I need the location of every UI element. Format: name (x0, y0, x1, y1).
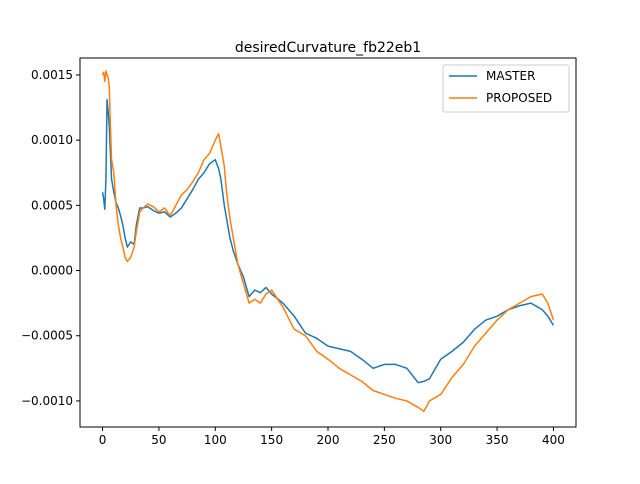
x-axis: 0 50 100 150 200 250 300 350 400 (99, 427, 565, 447)
y-tick-label: 0.0005 (31, 198, 73, 212)
x-tick-label: 200 (317, 433, 340, 447)
y-tick-label: 0.0000 (31, 264, 73, 278)
y-axis: −0.0010 −0.0005 0.0000 0.0005 0.0010 0.0015 (21, 68, 80, 408)
x-tick-label: 350 (486, 433, 509, 447)
plot-area (101, 70, 555, 413)
x-tick-label: 300 (429, 433, 452, 447)
y-tick-label: −0.0005 (21, 329, 73, 343)
x-tick-label: 150 (260, 433, 283, 447)
series-line-proposed (101, 70, 555, 413)
y-tick-label: 0.0010 (31, 133, 73, 147)
x-tick-label: 250 (373, 433, 396, 447)
chart-title: desiredCurvature_fb22eb1 (235, 40, 421, 56)
legend-label-proposed: PROPOSED (486, 91, 552, 105)
legend: MASTER PROPOSED (442, 64, 570, 113)
axes-frame (79, 57, 577, 428)
y-tick-label: −0.0010 (21, 394, 73, 408)
series-line-master (101, 98, 555, 384)
y-tick-label: 0.0015 (31, 68, 73, 82)
x-tick-label: 400 (542, 433, 565, 447)
x-tick-label: 50 (151, 433, 166, 447)
x-tick-label: 0 (99, 433, 107, 447)
x-tick-label: 100 (204, 433, 227, 447)
legend-label-master: MASTER (486, 69, 535, 83)
